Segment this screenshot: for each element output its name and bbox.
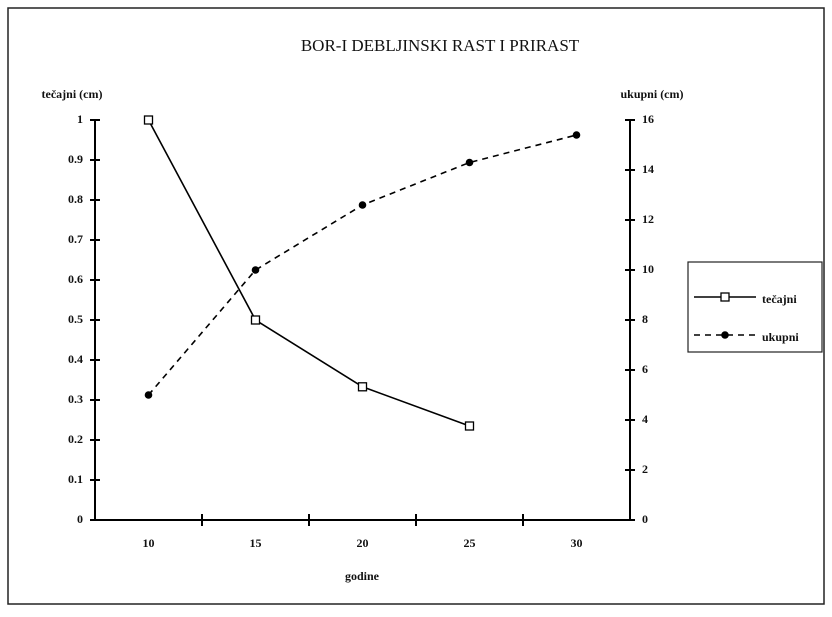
y-tick-label: 0.3 <box>68 392 83 406</box>
y2-tick-label: 16 <box>642 112 654 126</box>
y2-tick-label: 6 <box>642 362 648 376</box>
point <box>144 391 153 399</box>
y2-tick-label: 12 <box>642 212 654 226</box>
y-tick-label: 0 <box>77 512 83 526</box>
y-tick-label: 0.8 <box>68 192 83 206</box>
legend-box <box>687 261 823 353</box>
point <box>250 315 261 325</box>
y2-tick-label: 2 <box>642 462 648 476</box>
legend-label: tečajni <box>762 292 797 306</box>
y2-tick-label: 4 <box>642 412 648 426</box>
x-tick-label: 25 <box>464 536 476 550</box>
x-axis-label: godine <box>345 569 380 583</box>
legend-marker <box>720 292 730 302</box>
point <box>357 382 368 392</box>
y2-tick-label: 8 <box>642 312 648 326</box>
y2-tick-label: 0 <box>642 512 648 526</box>
y-tick-label: 0.6 <box>68 272 83 286</box>
series-line <box>147 119 470 427</box>
legend-label: ukupni <box>762 330 799 344</box>
y-tick-label: 0.4 <box>68 352 83 366</box>
y-axis-label: tečajni (cm) <box>42 87 103 101</box>
y-tick-label: 0.7 <box>68 232 83 246</box>
x-tick-label: 10 <box>143 536 155 550</box>
point <box>464 421 475 431</box>
y-tick-label: 0.2 <box>68 432 83 446</box>
x-tick-label: 20 <box>357 536 369 550</box>
y-tick-label: 0.9 <box>68 152 83 166</box>
x-tick-label: 15 <box>250 536 262 550</box>
chart-title: BOR-I DEBLJINSKI RAST I PRIRAST <box>301 36 580 55</box>
y2-tick-label: 14 <box>642 162 654 176</box>
y2-axis-label: ukupni (cm) <box>620 87 683 101</box>
point <box>143 115 154 125</box>
y-tick-label: 1 <box>77 112 83 126</box>
y-tick-label: 0.5 <box>68 312 83 326</box>
point <box>358 201 367 209</box>
point <box>251 266 260 274</box>
point <box>572 131 581 139</box>
y-tick-label: 0.1 <box>68 472 83 486</box>
y2-tick-label: 10 <box>642 262 654 276</box>
x-tick-label: 30 <box>571 536 583 550</box>
point <box>465 158 474 167</box>
legend-marker <box>721 331 729 339</box>
